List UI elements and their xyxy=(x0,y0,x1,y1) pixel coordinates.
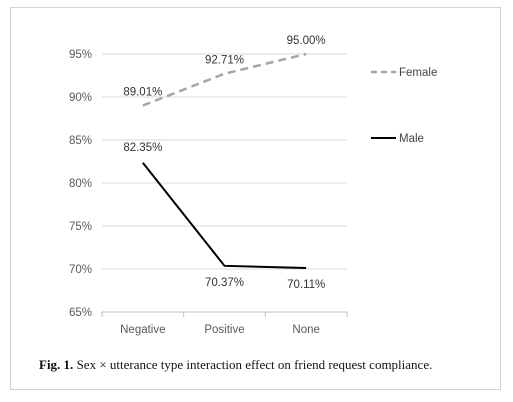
caption-text: Sex × utterance type interaction effect … xyxy=(76,357,433,372)
y-tick-label: 90% xyxy=(69,92,92,104)
series-line-male xyxy=(142,162,307,270)
data-label: 89.01% xyxy=(123,87,162,99)
y-tick-label: 95% xyxy=(69,49,92,61)
series-lines xyxy=(142,52,307,270)
figure-frame: 65% 70% 75% 80% 85% 90% 95% Negative Positive No… xyxy=(10,7,501,390)
series-line-female xyxy=(142,52,307,107)
data-labels: 89.01% 92.71% 95.00% 82.35% 70.37% 70.11% xyxy=(123,35,325,291)
x-tick-label: Positive xyxy=(204,324,244,336)
axes xyxy=(101,311,348,317)
x-tick-label: None xyxy=(292,324,320,336)
caption-label: Fig. 1. xyxy=(39,357,74,372)
y-tick-label: 70% xyxy=(69,264,92,276)
data-label: 70.37% xyxy=(205,277,244,289)
gridlines xyxy=(102,53,347,270)
x-tick-labels: Negative Positive None xyxy=(120,324,320,336)
y-tick-labels: 65% 70% 75% 80% 85% 90% 95% xyxy=(69,49,92,319)
line-chart: 65% 70% 75% 80% 85% 90% 95% Negative Positive No… xyxy=(69,35,437,336)
figure-caption: Fig. 1. Sex × utterance type interaction… xyxy=(39,357,509,373)
data-label: 95.00% xyxy=(287,35,326,47)
x-tick-label: Negative xyxy=(120,324,165,336)
legend-label-female: Female xyxy=(399,67,437,79)
y-tick-label: 85% xyxy=(69,135,92,147)
legend: Female Male xyxy=(371,67,437,145)
data-label: 70.11% xyxy=(287,279,325,291)
y-tick-label: 65% xyxy=(69,307,92,319)
y-tick-label: 75% xyxy=(69,221,92,233)
y-tick-label: 80% xyxy=(69,178,92,190)
data-label: 82.35% xyxy=(123,142,162,154)
legend-label-male: Male xyxy=(399,133,424,145)
data-label: 92.71% xyxy=(205,55,244,67)
